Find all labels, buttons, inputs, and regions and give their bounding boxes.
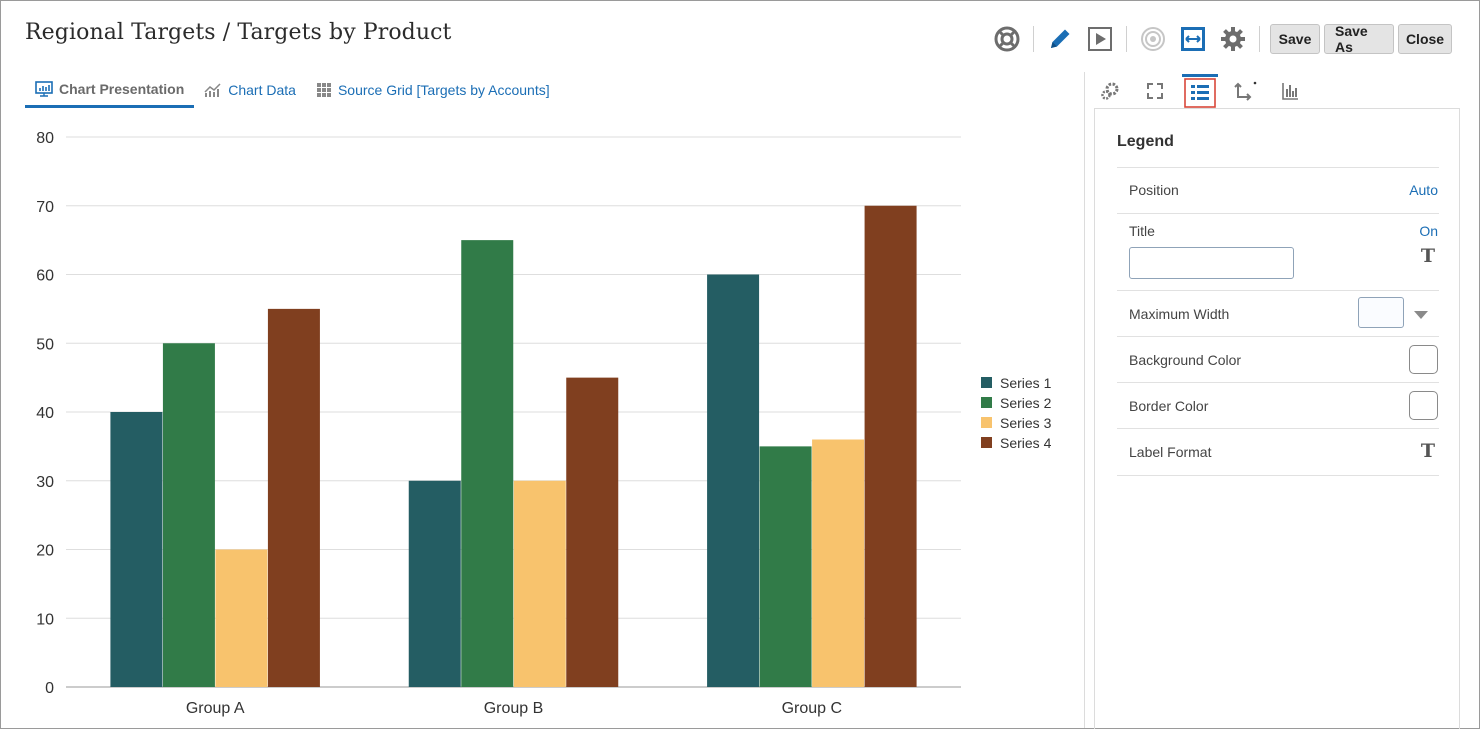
grid-icon (316, 83, 331, 97)
edit-pencil-icon[interactable] (1043, 22, 1077, 56)
border-color-swatch[interactable] (1409, 391, 1438, 420)
toolbar-separator (1126, 26, 1127, 52)
text-format-icon[interactable]: T (1420, 440, 1435, 462)
panel-tabs (1092, 74, 1317, 108)
bg-color-row: Background Color (1117, 336, 1439, 383)
x-tick-label: Group C (782, 700, 842, 717)
position-row: Position Auto (1117, 167, 1439, 214)
y-tick-label: 40 (36, 405, 54, 422)
chart-presentation-icon (35, 80, 53, 97)
tab-chart-data[interactable]: Chart Data (194, 72, 306, 108)
bar (759, 446, 812, 687)
toolbar-separator (1033, 26, 1034, 52)
bar (812, 439, 865, 687)
text-format-icon[interactable]: T (1420, 245, 1435, 267)
x-tick-label: Group A (186, 700, 245, 717)
y-tick-label: 50 (36, 336, 54, 353)
properties-panel: Legend Position Auto Title On T Maximum … (1094, 108, 1460, 729)
chevron-down-icon[interactable] (1413, 310, 1429, 320)
legend-label: Series 1 (1000, 375, 1052, 391)
expand-icon[interactable] (1137, 74, 1173, 108)
line-chart-icon (204, 83, 221, 97)
bg-color-swatch[interactable] (1409, 345, 1438, 374)
y-tick-label: 70 (36, 199, 54, 216)
y-tick-label: 60 (36, 268, 54, 285)
toolbar-separator (1259, 26, 1260, 52)
bar-chart: 0 10 20 30 40 50 60 70 80 Group A Group B Group C Se… (36, 130, 1052, 717)
y-tick-label: 30 (36, 474, 54, 491)
y-tick-label: 80 (36, 130, 54, 147)
toolbar: Save Save As Close (987, 22, 1452, 56)
page-title: Regional Targets / Targets by Product (25, 20, 452, 45)
border-color-label: Border Color (1129, 398, 1209, 414)
panel-divider (1084, 72, 1085, 728)
bar (461, 240, 514, 687)
position-value[interactable]: Auto (1409, 182, 1438, 198)
bar (408, 480, 461, 687)
bar (566, 377, 619, 687)
legend-swatch (981, 397, 992, 408)
series-bars-icon[interactable] (1272, 74, 1308, 108)
max-width-row: Maximum Width (1117, 290, 1439, 337)
position-label: Position (1129, 182, 1179, 198)
legend-swatch (981, 377, 992, 388)
bar (267, 308, 320, 687)
title-label: Title (1129, 223, 1155, 239)
settings-gear-icon[interactable] (1216, 22, 1250, 56)
legend-label: Series 4 (1000, 435, 1052, 451)
view-tabs: Chart Presentation Chart Data Source Gri… (25, 72, 560, 108)
bar (864, 205, 917, 687)
border-color-row: Border Color (1117, 382, 1439, 429)
title-toggle[interactable]: On (1419, 223, 1438, 239)
y-tick-label: 10 (36, 611, 54, 628)
run-play-icon[interactable] (1083, 22, 1117, 56)
label-format-label: Label Format (1129, 444, 1212, 460)
bg-color-label: Background Color (1129, 352, 1242, 368)
axis-icon[interactable] (1227, 74, 1263, 108)
y-tick-label: 0 (45, 680, 54, 697)
bar (215, 549, 268, 687)
legend-swatch (981, 437, 992, 448)
save-as-button[interactable]: Save As (1324, 23, 1394, 55)
bar (513, 480, 566, 687)
bar (110, 412, 163, 687)
x-tick-label: Group B (484, 700, 544, 717)
legend-swatch (981, 417, 992, 428)
y-tick-label: 20 (36, 543, 54, 560)
legend-list-icon[interactable] (1182, 74, 1218, 108)
title-input[interactable] (1129, 247, 1294, 279)
help-lifebuoy-icon[interactable] (990, 22, 1024, 56)
panel-heading: Legend (1117, 133, 1174, 150)
legend-label: Series 3 (1000, 415, 1052, 431)
close-button[interactable]: Close (1398, 24, 1452, 54)
tab-label: Chart Presentation (59, 80, 185, 97)
tab-chart-presentation[interactable]: Chart Presentation (25, 72, 195, 108)
legend-label: Series 2 (1000, 395, 1052, 411)
tab-label: Chart Data (228, 82, 296, 98)
bar (162, 343, 215, 687)
title-row: Title On T (1117, 213, 1439, 291)
target-icon[interactable] (1136, 22, 1170, 56)
label-format-row: Label Format T (1117, 428, 1439, 476)
general-gears-icon[interactable] (1092, 74, 1128, 108)
max-width-input[interactable] (1358, 297, 1404, 328)
max-width-label: Maximum Width (1129, 306, 1230, 322)
tab-label: Source Grid [Targets by Accounts] (337, 82, 550, 98)
save-button[interactable]: Save (1270, 24, 1320, 54)
fit-width-icon[interactable] (1176, 22, 1210, 56)
bar (707, 274, 760, 687)
tab-source-grid[interactable]: Source Grid [Targets by Accounts] (306, 72, 560, 108)
